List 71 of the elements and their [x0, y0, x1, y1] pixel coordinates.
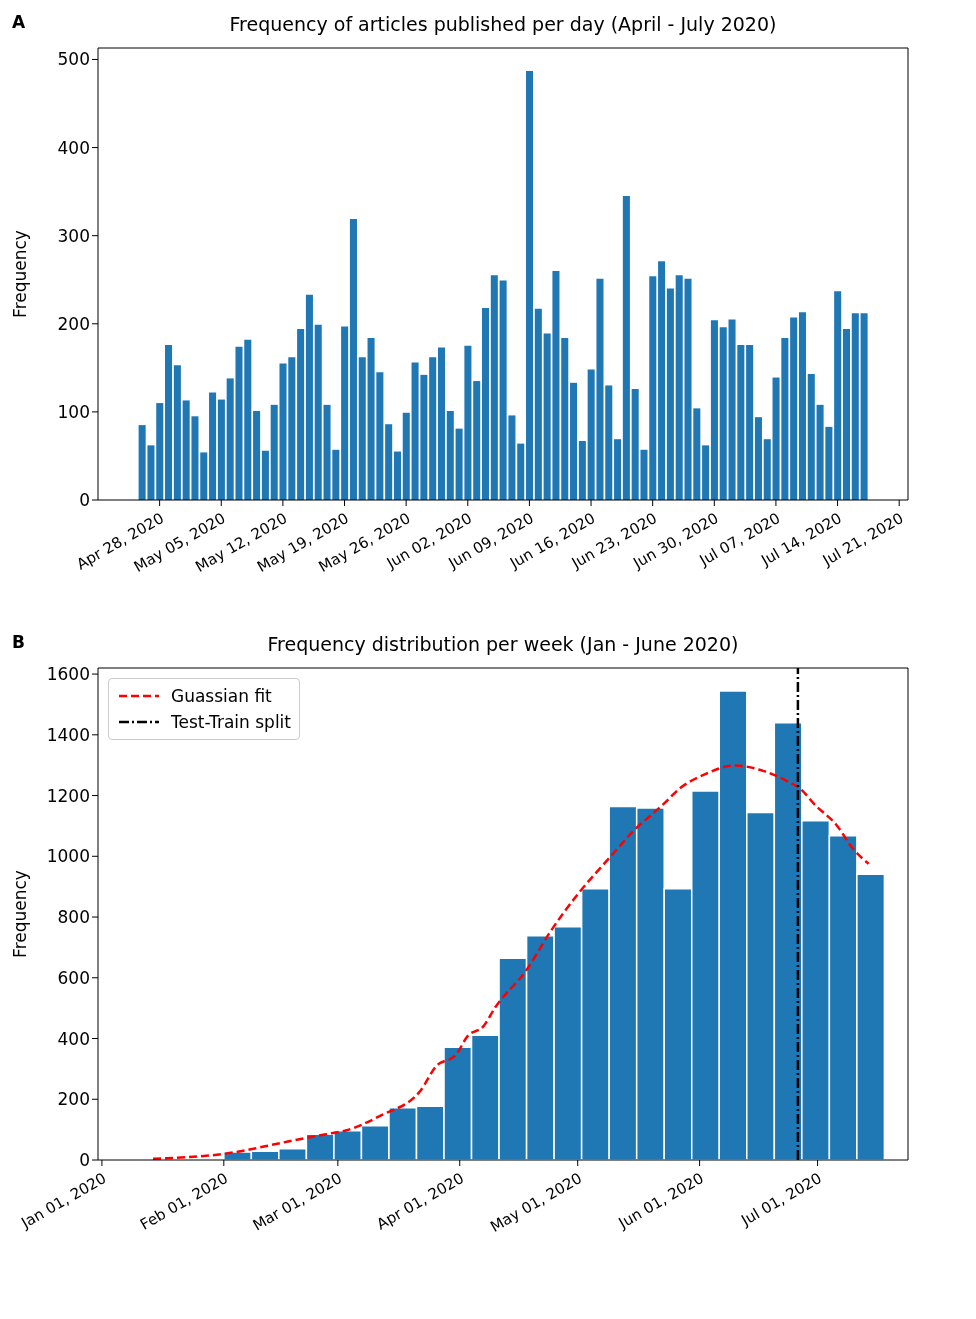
bar — [393, 451, 401, 500]
y-tick-label: 1400 — [46, 724, 90, 745]
y-axis-title: Frequency — [10, 870, 31, 958]
bar — [798, 312, 806, 500]
bar — [349, 218, 357, 500]
bar — [314, 324, 322, 500]
bar — [446, 411, 454, 500]
bar — [834, 291, 842, 500]
bar — [200, 452, 208, 500]
bar — [754, 417, 762, 500]
bar — [534, 308, 542, 500]
ref-line-label: Test-Train split — [171, 712, 292, 732]
bar — [790, 317, 798, 500]
y-tick-label: 200 — [57, 313, 90, 334]
y-tick-label: 500 — [57, 49, 90, 70]
y-tick-label: 400 — [57, 137, 90, 158]
bar — [851, 313, 859, 500]
bar — [402, 412, 410, 500]
bar — [261, 450, 269, 500]
chart-title: Frequency of articles published per day (April - July 2020) — [229, 13, 777, 35]
bar — [702, 445, 710, 500]
bar — [253, 411, 261, 500]
y-tick-label: 400 — [57, 1028, 90, 1049]
chart-title: Frequency distribution per week (Jan - June 2020) — [267, 633, 739, 655]
y-tick-label: 1000 — [46, 846, 90, 867]
bar — [165, 344, 173, 500]
bar — [842, 329, 851, 500]
y-tick-label: 800 — [57, 907, 90, 928]
bar — [305, 294, 313, 500]
bar — [297, 329, 305, 500]
bar — [605, 385, 613, 500]
y-tick-label: 1200 — [46, 785, 90, 806]
bar — [658, 261, 666, 500]
bar — [358, 357, 366, 500]
bar — [719, 327, 727, 500]
bar — [173, 365, 181, 500]
y-tick-label: 0 — [79, 490, 90, 511]
bar — [622, 196, 630, 500]
bar — [490, 275, 498, 500]
bar — [481, 307, 490, 500]
line-series — [151, 764, 870, 1160]
bar — [666, 288, 674, 500]
bar — [385, 424, 393, 500]
bar — [763, 439, 771, 500]
text: A — [12, 12, 26, 32]
bar — [209, 392, 217, 500]
bar — [429, 357, 437, 500]
bar — [561, 337, 569, 500]
bar — [473, 381, 481, 500]
y-tick-label: 600 — [57, 967, 90, 988]
bar — [710, 320, 718, 500]
text: B — [12, 632, 25, 652]
bar — [570, 382, 578, 500]
y-tick-label: 300 — [57, 225, 90, 246]
y-tick-label: 0 — [79, 1150, 90, 1171]
bar — [746, 344, 754, 500]
bar — [341, 326, 349, 500]
legend-label: Guassian fit — [171, 686, 272, 706]
y-axis-title: Frequency — [10, 230, 31, 318]
bar — [217, 399, 225, 500]
bar — [437, 347, 446, 500]
y-tick-label: 1600 — [46, 664, 90, 685]
bar — [578, 440, 586, 500]
y-tick-label: 200 — [57, 1089, 90, 1110]
bar — [517, 443, 525, 500]
bar — [807, 374, 815, 500]
bar — [526, 70, 534, 500]
bar — [860, 313, 868, 500]
y-tick-label: 100 — [57, 401, 90, 422]
bar — [614, 439, 622, 500]
bar — [156, 403, 164, 500]
